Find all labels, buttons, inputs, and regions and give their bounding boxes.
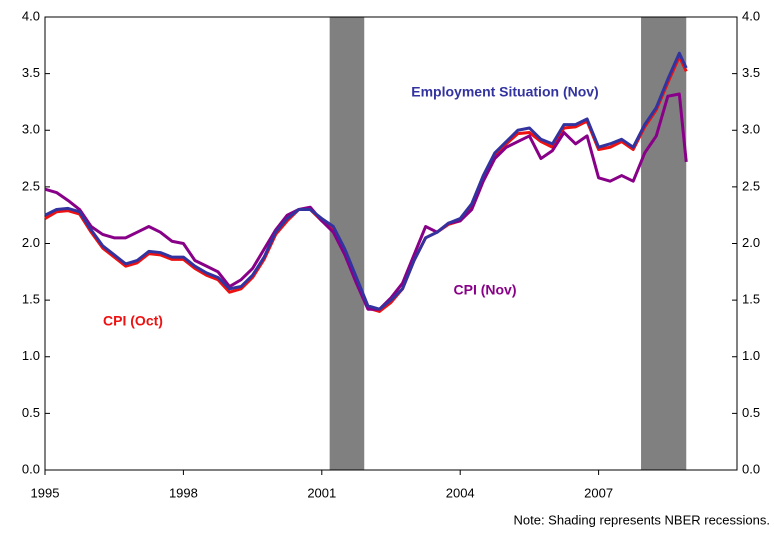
series-label: Employment Situation (Nov) [411, 84, 598, 100]
y2-tick-label: 1.0 [742, 348, 760, 363]
x-tick-label: 1995 [31, 485, 60, 500]
y2-tick-label: 1.5 [742, 292, 760, 307]
y2-tick-label: 3.0 [742, 122, 760, 137]
y2-tick-label: 2.0 [742, 235, 760, 250]
y-tick-label: 3.5 [22, 65, 40, 80]
series-line [44, 51, 688, 311]
y2-tick-label: 0.5 [742, 405, 760, 420]
y2-tick-label: 0.0 [742, 461, 760, 476]
x-tick-label: 1998 [169, 485, 198, 500]
y2-tick-label: 4.0 [742, 8, 760, 23]
y-tick-label: 1.0 [22, 348, 40, 363]
x-tick-label: 2001 [307, 485, 336, 500]
plot-frame [44, 16, 738, 471]
note: Note: Shading represents NBER recessions… [513, 512, 770, 527]
series-line [44, 92, 688, 311]
y-tick-label: 2.0 [22, 235, 40, 250]
y-tick-label: 0.5 [22, 405, 40, 420]
y2-tick-label: 3.5 [742, 65, 760, 80]
recession-band [641, 17, 687, 470]
y-tick-label: 4.0 [22, 8, 40, 23]
series-label: CPI (Oct) [103, 313, 163, 329]
y-tick-label: 3.0 [22, 122, 40, 137]
y-tick-label: 0.0 [22, 461, 40, 476]
y2-tick-label: 2.5 [742, 178, 760, 193]
y-tick-label: 1.5 [22, 292, 40, 307]
x-tick-label: 2004 [446, 485, 475, 500]
series-label: CPI (Nov) [454, 282, 517, 298]
x-tick-label: 2007 [584, 485, 613, 500]
y-tick-label: 2.5 [22, 178, 40, 193]
recession-band [329, 17, 365, 470]
